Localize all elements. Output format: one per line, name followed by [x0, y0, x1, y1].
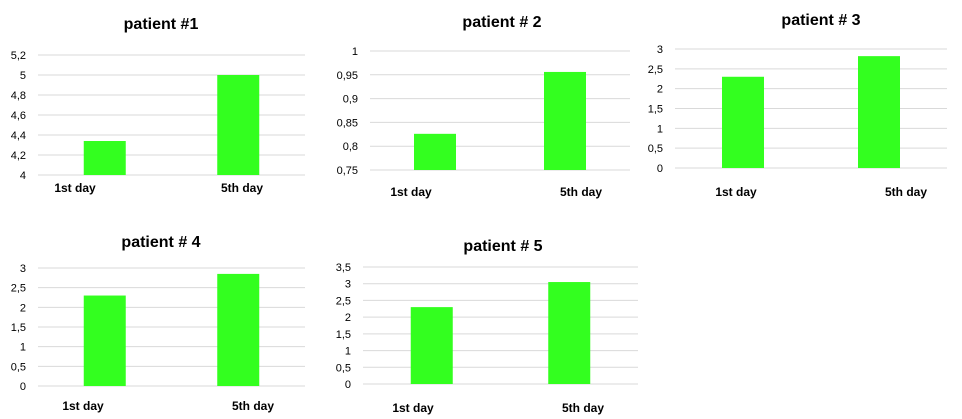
y-tick-label: 1: [20, 342, 26, 354]
x-category-label: 1st day: [54, 181, 96, 195]
y-tick-label: 4,6: [11, 110, 26, 122]
y-tick-label: 2: [20, 302, 26, 314]
bar: [83, 141, 126, 175]
x-category-label: 1st day: [62, 399, 104, 413]
chart-title: patient # 5: [463, 238, 542, 255]
x-category-label: 5th day: [560, 185, 602, 199]
bar: [548, 282, 591, 384]
y-tick-label: 3,5: [336, 262, 351, 274]
y-tick-label: 3: [20, 263, 26, 275]
y-tick-label: 0,9: [343, 94, 358, 106]
y-tick-label: 1,5: [11, 322, 26, 334]
y-tick-label: 1,5: [648, 104, 663, 116]
chart-svg-2: patient # 2 0,75 0,8 0,85 0,9 0,95 1 1st day 5th…: [337, 14, 630, 199]
bar: [217, 273, 260, 386]
y-tick-label: 2: [657, 84, 663, 96]
bar: [858, 56, 900, 168]
x-category-label: 5th day: [221, 181, 263, 195]
chart-title: patient #1: [124, 16, 199, 33]
y-tick-label: 3: [345, 279, 351, 291]
bar: [544, 71, 586, 170]
chart-svg-4: patient # 4 0 0,5 1 1,5 2 2,5 3 1st day 5th day: [11, 234, 305, 413]
y-tick-label: 3: [657, 44, 663, 56]
y-tick-label: 0,85: [337, 117, 358, 129]
chart-svg-5: patient # 5 0 0,5 1 1,5 2 2,5 3 3,5 1st day 5th da…: [336, 238, 638, 415]
bar: [410, 307, 453, 384]
y-tick-label: 1: [345, 346, 351, 358]
bar: [83, 295, 126, 386]
y-tick-label: 0,8: [343, 141, 358, 153]
chart-panel-1: patient #1 4 4,2 4,4 4,6 4,8 5 5,2 1st day 5th da…: [0, 0, 320, 205]
y-tick-label: 4,4: [11, 130, 26, 142]
chart-panel-3: patient # 3 0 0,5 1 1,5 2 2,5 3 1st day 5th day: [645, 0, 962, 205]
bar: [217, 75, 260, 175]
y-tick-label: 0,75: [337, 165, 358, 177]
chart-title: patient # 4: [121, 234, 200, 251]
chart-panel-5: patient # 5 0 0,5 1 1,5 2 2,5 3 3,5 1st day 5th da…: [320, 215, 645, 419]
y-tick-label: 4,2: [11, 150, 26, 162]
y-tick-label: 0: [657, 163, 663, 175]
y-tick-label: 0,5: [336, 362, 351, 374]
x-category-label: 1st day: [715, 185, 757, 199]
y-tick-label: 2,5: [648, 64, 663, 76]
x-category-label: 5th day: [885, 185, 927, 199]
y-tick-label: 5: [20, 70, 26, 82]
y-tick-label: 0,5: [648, 143, 663, 155]
x-category-label: 1st day: [390, 185, 432, 199]
y-tick-label: 0: [345, 379, 351, 391]
y-tick-label: 0,95: [337, 70, 358, 82]
y-tick-label: 5,2: [11, 50, 26, 62]
y-tick-label: 1,5: [336, 329, 351, 341]
y-tick-label: 2: [345, 312, 351, 324]
x-category-label: 1st day: [392, 401, 434, 415]
bar: [722, 76, 764, 168]
y-tick-label: 0,5: [11, 361, 26, 373]
chart-svg-3: patient # 3 0 0,5 1 1,5 2 2,5 3 1st day 5th day: [648, 12, 947, 199]
chart-title: patient # 2: [462, 14, 541, 31]
bar: [414, 133, 456, 170]
y-tick-label: 1: [657, 123, 663, 135]
x-category-label: 5th day: [562, 401, 604, 415]
chart-title: patient # 3: [781, 12, 860, 29]
chart-svg-1: patient #1 4 4,2 4,4 4,6 4,8 5 5,2 1st day 5th da…: [11, 16, 305, 195]
y-tick-label: 4,8: [11, 90, 26, 102]
y-tick-label: 2,5: [11, 283, 26, 295]
chart-panel-2: patient # 2 0,75 0,8 0,85 0,9 0,95 1 1st day 5th…: [320, 0, 645, 205]
y-tick-label: 0: [20, 381, 26, 393]
y-tick-label: 2,5: [336, 295, 351, 307]
y-tick-label: 4: [20, 170, 26, 182]
y-tick-label: 1: [352, 46, 358, 58]
chart-panel-4: patient # 4 0 0,5 1 1,5 2 2,5 3 1st day 5th day: [0, 215, 320, 419]
x-category-label: 5th day: [232, 399, 274, 413]
